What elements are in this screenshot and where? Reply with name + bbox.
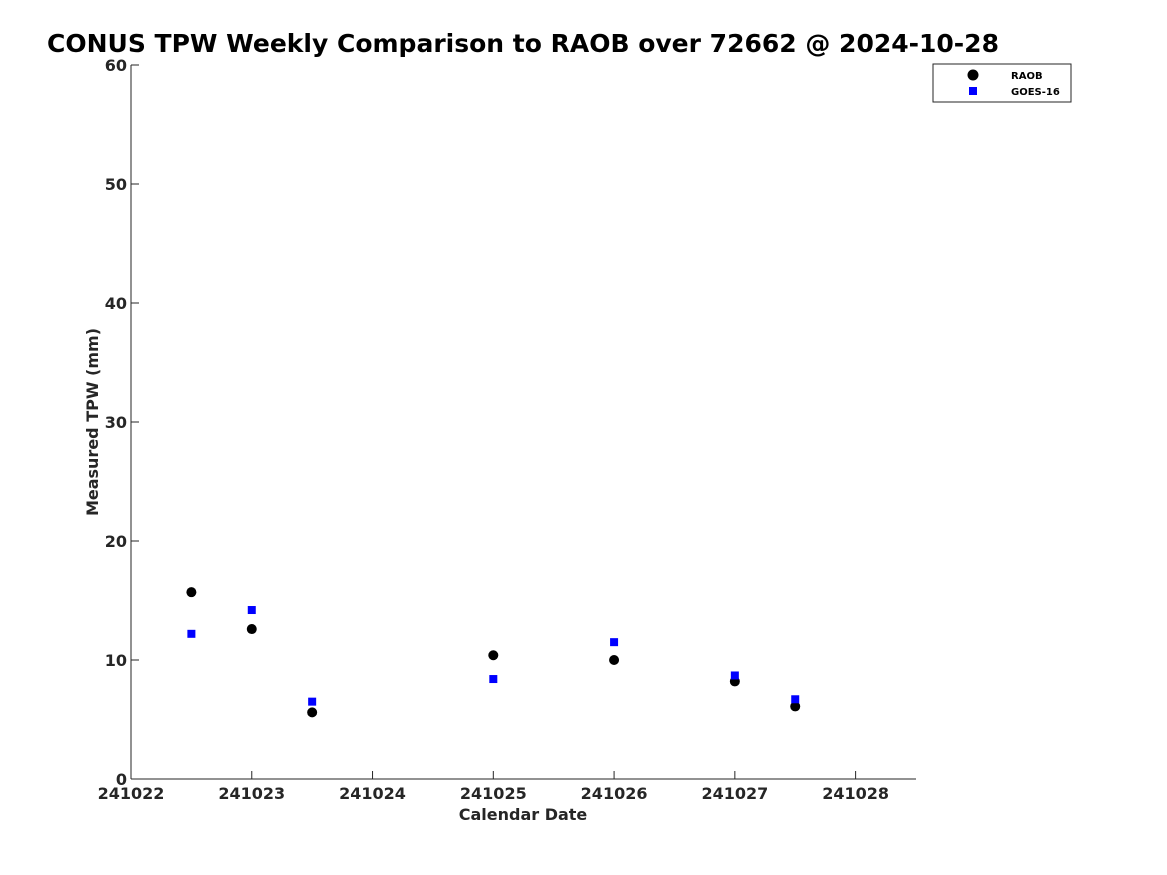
y-tick-label: 60 <box>105 56 127 75</box>
data-point-goes16 <box>791 695 800 704</box>
legend-marker-goes16 <box>969 87 977 95</box>
data-point-goes16 <box>187 629 196 638</box>
data-point-raob <box>609 655 620 665</box>
y-tick-label: 20 <box>105 532 127 551</box>
y-tick-label: 40 <box>105 294 127 313</box>
data-point-goes16 <box>610 638 619 647</box>
y-ticks: 0 10 20 30 40 50 60 <box>105 56 139 789</box>
x-ticks: 241022 241023 241024 241025 241026 241027 2410… <box>98 771 889 803</box>
data-point-raob <box>186 587 197 598</box>
data-point-raob <box>246 624 257 635</box>
y-tick-label: 0 <box>116 770 127 789</box>
legend-label-raob: RAOB <box>1011 71 1043 82</box>
x-tick-label: 241024 <box>339 784 406 803</box>
x-tick-label: 241028 <box>822 784 889 803</box>
data-points <box>186 587 801 718</box>
x-tick-label: 241027 <box>701 784 768 803</box>
x-tick-label: 241023 <box>218 784 285 803</box>
y-axis-label: Measured TPW (mm) <box>83 328 102 516</box>
data-point-raob <box>488 650 499 661</box>
x-tick-label: 241022 <box>98 784 165 803</box>
y-tick-label: 30 <box>105 413 127 432</box>
x-tick-label: 241026 <box>581 784 648 803</box>
y-tick-label: 10 <box>105 651 127 670</box>
plot-axes <box>130 65 916 780</box>
legend-marker-raob <box>967 69 979 81</box>
data-point-goes16 <box>489 675 498 684</box>
legend: RAOB GOES-16 <box>932 63 1072 103</box>
data-point-raob <box>307 707 318 718</box>
chart-title: CONUS TPW Weekly Comparison to RAOB over… <box>47 29 999 58</box>
x-axis-label: Calendar Date <box>459 805 588 824</box>
data-point-goes16 <box>730 671 739 680</box>
x-tick-label: 241025 <box>460 784 527 803</box>
legend-box <box>932 63 1072 103</box>
legend-label-goes16: GOES-16 <box>1011 87 1060 98</box>
y-tick-label: 50 <box>105 175 127 194</box>
data-point-raob <box>790 701 801 712</box>
data-point-goes16 <box>247 606 256 615</box>
data-point-goes16 <box>308 697 317 706</box>
